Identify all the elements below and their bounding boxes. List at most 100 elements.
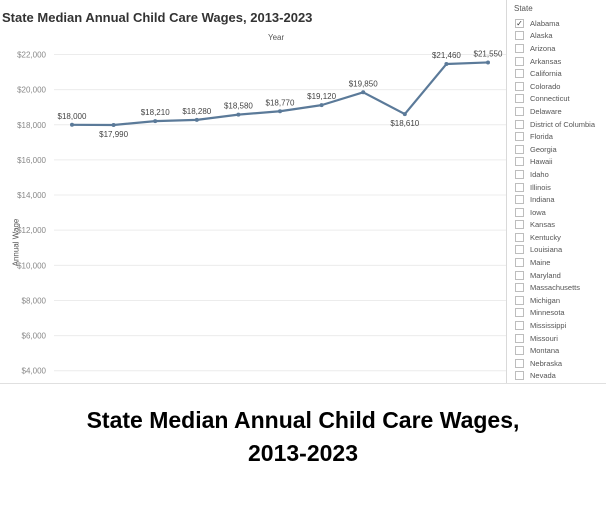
filter-header: State [514, 4, 533, 13]
state-filter-item[interactable]: Delaware [512, 105, 606, 118]
checkbox-icon[interactable] [515, 144, 524, 154]
checkbox-icon[interactable] [515, 182, 524, 192]
state-filter-label: Minnesota [530, 308, 565, 318]
checkbox-icon[interactable] [515, 245, 524, 255]
state-filter-label: Nevada [530, 371, 556, 381]
state-filter-item[interactable]: Montana [512, 344, 606, 357]
checkbox-icon[interactable] [515, 308, 524, 318]
y-tick-label: $8,000 [22, 296, 47, 305]
data-point[interactable] [486, 60, 490, 65]
data-point[interactable] [402, 112, 407, 117]
checkbox-icon[interactable] [515, 220, 524, 230]
checkbox-icon[interactable] [515, 371, 524, 381]
state-filter-item[interactable]: Louisiana [512, 244, 606, 257]
state-filter-item[interactable]: Alaska [512, 30, 606, 43]
state-filter-item[interactable]: Michigan [512, 294, 606, 307]
state-filter-item[interactable]: Georgia [512, 143, 606, 156]
state-filter-label: California [530, 69, 562, 79]
state-filter-item[interactable]: Colorado [512, 80, 606, 93]
checkbox-icon[interactable] [515, 270, 524, 280]
data-label: $18,210 [141, 108, 170, 117]
checkbox-icon[interactable] [515, 195, 524, 205]
data-label: $17,990 [99, 130, 128, 139]
data-point[interactable] [319, 103, 324, 108]
data-point[interactable] [444, 62, 449, 67]
data-point[interactable] [70, 122, 74, 127]
checkbox-icon[interactable] [515, 119, 524, 129]
data-point[interactable] [278, 109, 282, 114]
state-filter-label: Florida [530, 132, 553, 142]
state-filter-label: Montana [530, 346, 560, 356]
state-filter-item[interactable]: Kentucky [512, 231, 606, 244]
state-filter-label: Illinois [530, 182, 551, 192]
state-filter-label: Arizona [530, 43, 556, 53]
state-filter-item[interactable]: Idaho [512, 168, 606, 181]
checkbox-icon[interactable] [515, 321, 524, 331]
state-filter-item[interactable]: Kansas [512, 219, 606, 232]
state-filter-label: Michigan [530, 295, 561, 305]
caption-line-2: 2013-2023 [248, 440, 358, 466]
y-tick-label: $16,000 [17, 156, 46, 165]
checkbox-icon[interactable] [515, 31, 524, 41]
state-filter-item[interactable]: Arizona [512, 42, 606, 55]
line-chart: $4,000 $6,000 $8,000 $10,000 $12,000 $14,000 $… [17, 49, 506, 376]
state-filter-item[interactable]: Maryland [512, 269, 606, 282]
state-filter-item[interactable]: Iowa [512, 206, 606, 219]
checkbox-icon[interactable] [515, 169, 524, 179]
state-filter-item[interactable]: Mississippi [512, 319, 606, 332]
state-filter-item[interactable]: Minnesota [512, 307, 606, 320]
checkbox-icon[interactable] [515, 43, 524, 53]
y-tick-label: $14,000 [17, 191, 46, 200]
state-filter-item[interactable]: Maine [512, 256, 606, 269]
state-filter-item[interactable]: Connecticut [512, 93, 606, 106]
state-filter-item[interactable]: Arkansas [512, 55, 606, 68]
data-point[interactable] [153, 119, 158, 124]
data-point[interactable] [361, 90, 366, 95]
state-filter-label: Iowa [530, 207, 546, 217]
checkbox-icon[interactable] [515, 94, 524, 104]
state-filter-item[interactable]: District of Columbia [512, 118, 606, 131]
state-filter-item[interactable]: ✓ Alabama [512, 17, 606, 30]
checkbox-icon[interactable] [515, 232, 524, 242]
checkbox-icon[interactable] [515, 56, 524, 66]
state-filter-label: Hawaii [530, 157, 553, 167]
chart-bottom-border [0, 383, 606, 384]
y-tick-label: $6,000 [22, 332, 47, 341]
checkbox-icon[interactable] [515, 207, 524, 217]
checkbox-icon[interactable] [515, 358, 524, 368]
checkbox-icon[interactable] [515, 258, 524, 268]
data-label: $18,770 [266, 98, 295, 107]
checkbox-icon[interactable] [515, 283, 524, 293]
state-filter-item[interactable]: Massachusetts [512, 281, 606, 294]
state-filter-item[interactable]: California [512, 67, 606, 80]
checkbox-icon[interactable] [515, 295, 524, 305]
checkbox-icon[interactable] [515, 132, 524, 142]
state-filter-item[interactable]: Missouri [512, 332, 606, 345]
checkbox-icon[interactable] [515, 69, 524, 79]
data-point[interactable] [236, 112, 241, 117]
data-point[interactable] [194, 117, 199, 122]
state-filter-label: Kentucky [530, 232, 561, 242]
state-filter-item[interactable]: Indiana [512, 193, 606, 206]
y-tick-label: $22,000 [17, 51, 46, 60]
checkbox-icon[interactable] [515, 346, 524, 356]
data-point[interactable] [111, 122, 116, 127]
checkbox-icon[interactable] [515, 106, 524, 116]
checkbox-icon[interactable] [515, 81, 524, 91]
state-filter-item[interactable]: Florida [512, 130, 606, 143]
state-filter-item[interactable]: Illinois [512, 181, 606, 194]
state-filter-label: Arkansas [530, 56, 562, 66]
state-filter-label: Kansas [530, 220, 556, 230]
data-label: $18,000 [58, 112, 87, 121]
state-filter-item[interactable]: Nevada [512, 370, 606, 383]
state-filter-label: Mississippi [530, 321, 567, 331]
state-filter-label: Idaho [530, 169, 549, 179]
state-filter-item[interactable]: Hawaii [512, 156, 606, 169]
checkbox-icon[interactable] [515, 333, 524, 343]
checkbox-icon[interactable] [515, 157, 524, 167]
caption: State Median Annual Child Care Wages, 20… [0, 404, 606, 470]
x-axis-header: Year [268, 33, 285, 42]
checked-checkbox-icon[interactable]: ✓ [515, 18, 524, 28]
state-filter-label: Alabama [530, 18, 560, 28]
state-filter-item[interactable]: Nebraska [512, 357, 606, 370]
